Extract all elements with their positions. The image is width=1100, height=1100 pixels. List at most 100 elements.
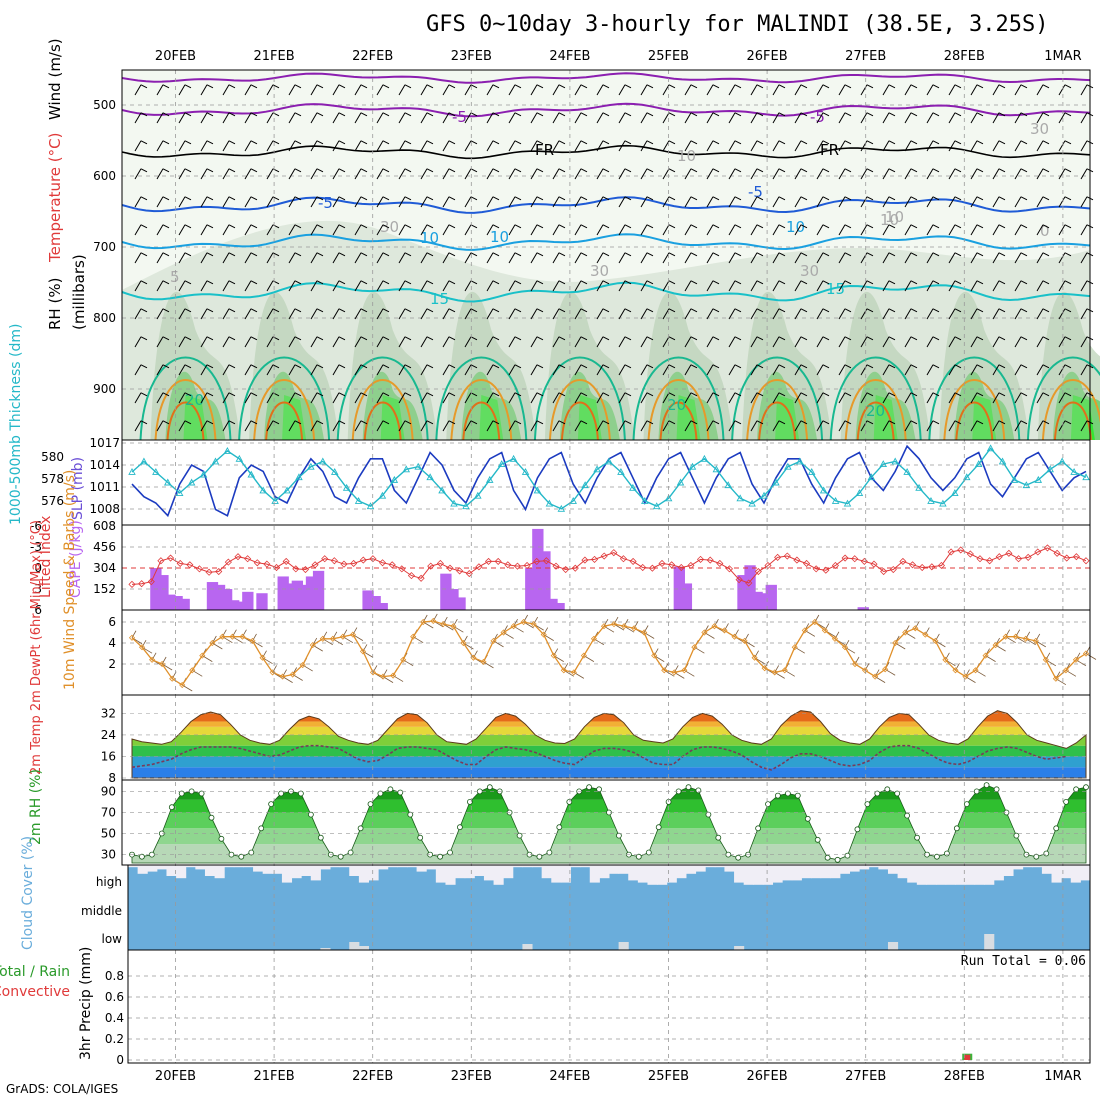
wind-marker: [620, 623, 628, 630]
rh-marker: [884, 786, 891, 793]
wind-barb: [926, 336, 940, 348]
wind-barb: [750, 196, 764, 208]
cloud-high-gap: [743, 865, 754, 885]
wind-marker: [189, 667, 196, 674]
thickness-marker: [581, 481, 589, 489]
wind-barb: [134, 84, 148, 96]
thickness-marker: [986, 444, 995, 452]
wind-marker: [761, 665, 768, 672]
li-marker: [1082, 557, 1090, 565]
cloud-high-gap: [349, 865, 360, 876]
cloud-high-gap: [647, 865, 658, 885]
rh-marker: [377, 790, 384, 797]
cloud-high-gap: [628, 865, 639, 881]
wind-barb: [838, 392, 852, 404]
wind-barb: [882, 140, 896, 152]
cloud-high-gap: [666, 865, 677, 883]
contour-label: 20: [667, 396, 686, 414]
y-tick-label: 24: [101, 728, 116, 742]
wind-barb: [838, 364, 852, 376]
thickness-marker: [474, 491, 482, 499]
wind-barb: [926, 420, 940, 432]
thickness-line: [131, 447, 1087, 510]
rh-marker: [148, 851, 155, 858]
wind-barb: [706, 392, 720, 404]
li-marker: [272, 563, 281, 572]
wind-barb: [706, 252, 720, 264]
thickness-marker: [688, 462, 697, 470]
wind-barb: [552, 168, 566, 180]
wind-barb: [244, 224, 258, 236]
wind-barb: [178, 224, 192, 236]
wind-barb: [750, 168, 764, 180]
wind-marker: [811, 618, 818, 626]
thickness-marker: [342, 483, 351, 491]
cape-bar: [362, 590, 374, 610]
wind-barb: [706, 336, 720, 348]
wind-barb: [750, 280, 764, 292]
rh-marker: [297, 790, 304, 797]
wind-barb: [376, 84, 390, 96]
thickness-marker: [784, 462, 792, 470]
wind-barb: [970, 392, 984, 404]
wind-barb: [618, 112, 632, 124]
wind-barb: [772, 308, 786, 320]
y-tick-label: 30: [101, 848, 116, 862]
li-marker: [157, 557, 165, 565]
wind-barb: [860, 112, 874, 124]
li-marker: [398, 565, 406, 573]
wind-barb: [398, 112, 412, 124]
wind-marker: [731, 633, 738, 640]
cloud-high-gap: [926, 865, 937, 885]
thickness-marker: [497, 460, 506, 468]
y-tick-label: 70: [101, 805, 116, 819]
wind-barb: [750, 392, 764, 404]
wind-marker: [480, 658, 487, 665]
wind-barb: [398, 252, 412, 264]
wind-barb: [772, 420, 786, 432]
wind-barb: [332, 196, 346, 208]
cape-bar: [539, 551, 551, 610]
wind-barb: [772, 392, 786, 404]
wind-barb: [706, 168, 720, 180]
wind-barb: [596, 84, 610, 96]
wind-barb: [354, 196, 368, 208]
rh-marker: [834, 856, 841, 863]
wind-barb: [1058, 224, 1072, 236]
thickness-marker: [927, 496, 935, 504]
li-marker: [774, 553, 782, 561]
contour-label: 10: [885, 208, 904, 226]
wind-barb: [794, 252, 808, 264]
thickness-marker: [1046, 465, 1054, 473]
li-marker: [504, 561, 512, 569]
x-tick-label-bottom: 25FEB: [648, 1069, 689, 1084]
thickness-marker: [974, 460, 983, 468]
wind-marker: [992, 642, 999, 649]
wind-barb: [948, 252, 962, 264]
wind-barb: [442, 308, 456, 320]
wind-barb: [178, 168, 192, 180]
cloud-high-gap: [310, 865, 321, 881]
rh-marker: [198, 790, 205, 797]
wind-barb: [244, 112, 258, 124]
thickness-marker: [1022, 481, 1031, 489]
temp-band: [132, 767, 1086, 778]
isotherm-30: [1053, 401, 1092, 441]
isotherm-30: [758, 401, 797, 441]
chart-title: GFS 0~10day 3-hourly for MALINDI (38.5E,…: [426, 12, 1049, 37]
wind-barb: [728, 168, 742, 180]
wind-barb: [552, 420, 566, 432]
wind-barb: [838, 308, 852, 320]
wind-marker: [490, 637, 497, 644]
wind-barb: [156, 112, 170, 124]
cloud-high-gap: [762, 865, 774, 885]
temp-band: [132, 745, 1086, 757]
right-tick-label: 608: [93, 519, 116, 533]
wind-barb: [266, 252, 280, 264]
wind-marker: [1042, 656, 1049, 663]
cape-bar: [737, 575, 749, 610]
cloud-high-gap: [243, 865, 254, 868]
wind-barb: [926, 140, 940, 152]
wind-barb: [574, 252, 588, 264]
wind-barb: [904, 168, 918, 180]
